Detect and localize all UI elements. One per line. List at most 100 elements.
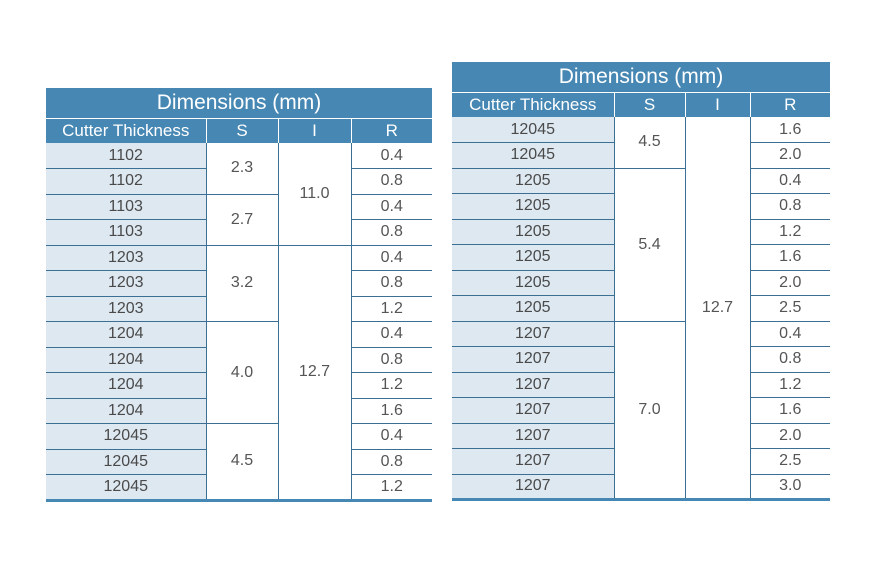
r-value-cell: 0.4 — [350, 194, 433, 220]
i-value-cell: 12.7 — [684, 117, 750, 501]
header-cutter-thickness: Cutter Thickness — [452, 92, 614, 117]
s-value-cell: 4.5 — [613, 117, 685, 169]
cutter-thickness-cell: 1207 — [452, 346, 614, 373]
r-value-cell: 0.4 — [350, 245, 433, 271]
cutter-thickness-cell: 1205 — [452, 193, 614, 220]
cutter-thickness-cell: 1103 — [46, 194, 206, 220]
s-value-cell: 4.5 — [205, 423, 278, 502]
header-s: S — [613, 92, 685, 117]
table-row: 1203 1.2 — [46, 296, 433, 322]
r-value-cell: 2.0 — [749, 142, 831, 169]
table-row: 1205 2.5 — [452, 295, 831, 322]
table-row: 1207 1.2 — [452, 372, 831, 398]
r-value-cell: 1.2 — [749, 372, 831, 398]
r-value-cell: 0.8 — [749, 346, 831, 373]
header-s: S — [205, 118, 278, 143]
header-r: R — [749, 92, 831, 117]
r-value-cell: 1.2 — [350, 296, 433, 322]
s-value-cell: 4.0 — [205, 321, 278, 424]
table-row: 1102 2.3 11.0 0.4 — [46, 143, 433, 246]
s-value-cell: 3.2 — [205, 245, 278, 322]
table-row: 1204 1.2 — [46, 372, 433, 399]
r-value-cell: 0.8 — [350, 347, 433, 373]
table-row: 1103 2.7 0.4 — [46, 194, 433, 246]
cutter-thickness-cell: 1205 — [452, 219, 614, 245]
cutter-thickness-cell: 12045 — [46, 423, 206, 450]
cutter-thickness-cell: 1204 — [46, 321, 206, 348]
table-title: Dimensions (mm) — [452, 62, 831, 93]
table-row: 1204 0.8 — [46, 347, 433, 373]
table-row: 1205 1.6 — [452, 244, 831, 271]
table-row: 1205 5.4 0.4 — [452, 168, 831, 322]
table-row: 1203 3.2 12.7 0.4 — [46, 245, 433, 502]
cutter-thickness-cell: 12045 — [452, 117, 614, 143]
r-value-cell: 1.6 — [350, 398, 433, 424]
r-value-cell: 1.6 — [749, 244, 831, 271]
r-value-cell: 0.8 — [749, 193, 831, 220]
r-value-cell: 0.4 — [749, 168, 831, 194]
cutter-thickness-cell: 1207 — [452, 321, 614, 347]
r-value-cell: 0.8 — [350, 449, 433, 475]
cutter-thickness-cell: 1203 — [46, 245, 206, 271]
i-value-cell: 11.0 — [277, 143, 351, 246]
cutter-thickness-cell: 12045 — [452, 142, 614, 169]
r-value-cell: 0.8 — [350, 168, 433, 195]
table-row: 1207 1.6 — [452, 397, 831, 424]
cutter-thickness-cell: 1207 — [452, 474, 614, 501]
cutter-thickness-cell: 1205 — [452, 168, 614, 194]
r-value-cell: 0.4 — [350, 143, 433, 169]
header-i: I — [277, 118, 351, 143]
cutter-thickness-cell: 12045 — [46, 449, 206, 475]
table-title: Dimensions (mm) — [46, 88, 433, 119]
table-row: 1207 7.0 0.4 — [452, 321, 831, 501]
cutter-thickness-cell: 1205 — [452, 295, 614, 322]
cutter-thickness-cell: 1204 — [46, 398, 206, 424]
r-value-cell: 0.8 — [350, 219, 433, 246]
cutter-thickness-cell: 1205 — [452, 244, 614, 271]
r-value-cell: 0.4 — [350, 321, 433, 348]
cutter-thickness-cell: 1205 — [452, 270, 614, 296]
cutter-thickness-cell: 1103 — [46, 219, 206, 246]
s-value-cell: 2.7 — [205, 194, 278, 246]
table-row: 1204 1.6 — [46, 398, 433, 424]
table-row: 1205 0.8 — [452, 193, 831, 220]
r-value-cell: 2.5 — [749, 448, 831, 475]
cutter-thickness-cell: 1207 — [452, 397, 614, 424]
r-value-cell: 0.8 — [350, 270, 433, 297]
cutter-thickness-cell: 1204 — [46, 347, 206, 373]
table-row: 12045 4.5 0.4 — [46, 423, 433, 502]
table-row: 1207 0.8 — [452, 346, 831, 373]
r-value-cell: 2.0 — [749, 270, 831, 296]
r-value-cell: 1.6 — [749, 397, 831, 424]
dimensions-table-right: Dimensions (mm) Cutter Thickness S I R 1… — [452, 62, 831, 501]
header-i: I — [684, 92, 750, 117]
cutter-thickness-cell: 1102 — [46, 143, 206, 169]
table-row: 1103 0.8 — [46, 219, 433, 246]
r-value-cell: 1.2 — [749, 219, 831, 245]
cutter-thickness-cell: 12045 — [46, 474, 206, 502]
table-row: 1207 2.0 — [452, 423, 831, 449]
r-value-cell: 0.4 — [350, 423, 433, 450]
s-value-cell: 7.0 — [613, 321, 685, 501]
r-value-cell: 1.6 — [749, 117, 831, 143]
cutter-thickness-cell: 1207 — [452, 448, 614, 475]
table-row: 12045 4.5 12.7 1.6 — [452, 117, 831, 501]
cutter-thickness-cell: 1204 — [46, 372, 206, 399]
table-row: 1204 4.0 0.4 — [46, 321, 433, 424]
header-cutter-thickness: Cutter Thickness — [46, 118, 206, 143]
table-row: 1102 0.8 — [46, 168, 433, 195]
table-row: 1207 2.5 — [452, 448, 831, 475]
r-value-cell: 3.0 — [749, 474, 831, 501]
header-r: R — [350, 118, 433, 143]
table-row: 12045 1.2 — [46, 474, 433, 502]
cutter-thickness-cell: 1102 — [46, 168, 206, 195]
s-value-cell: 5.4 — [613, 168, 685, 322]
dimensions-table-left: Dimensions (mm) Cutter Thickness S I R 1… — [46, 88, 433, 502]
cutter-thickness-cell: 1203 — [46, 270, 206, 297]
r-value-cell: 2.0 — [749, 423, 831, 449]
table-row: 12045 2.0 — [452, 142, 831, 169]
r-value-cell: 0.4 — [749, 321, 831, 347]
s-value-cell: 2.3 — [205, 143, 278, 195]
cutter-thickness-cell: 1207 — [452, 423, 614, 449]
table-row: 12045 0.8 — [46, 449, 433, 475]
